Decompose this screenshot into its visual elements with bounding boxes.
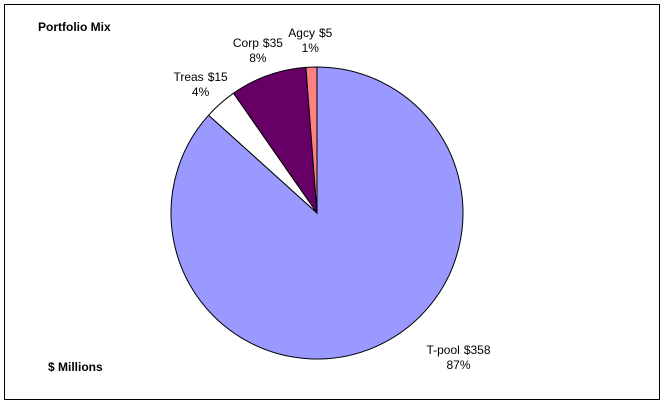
slice-label: T-pool $358 [426, 343, 490, 357]
value-label: $358 [464, 343, 491, 357]
share-label: 8% [249, 51, 267, 65]
share-label: 87% [446, 358, 470, 372]
value-label: $35 [263, 36, 283, 50]
value-label: $15 [208, 70, 228, 84]
slice-label: Corp $35 [233, 36, 283, 50]
pie-slice [305, 66, 318, 214]
category-label: T-pool [426, 343, 459, 357]
share-label: 4% [192, 85, 210, 99]
category-label: Corp [233, 36, 259, 50]
slice-label: Agcy $5 [288, 26, 332, 40]
category-label: Agcy [288, 26, 315, 40]
annotation: $ Millions [48, 360, 103, 374]
chart-title: Portfolio Mix [38, 20, 111, 34]
share-label: 1% [302, 41, 320, 55]
slice-label: Treas $15 [173, 70, 228, 84]
value-label: $5 [319, 26, 333, 40]
category-label: Treas [173, 70, 203, 84]
